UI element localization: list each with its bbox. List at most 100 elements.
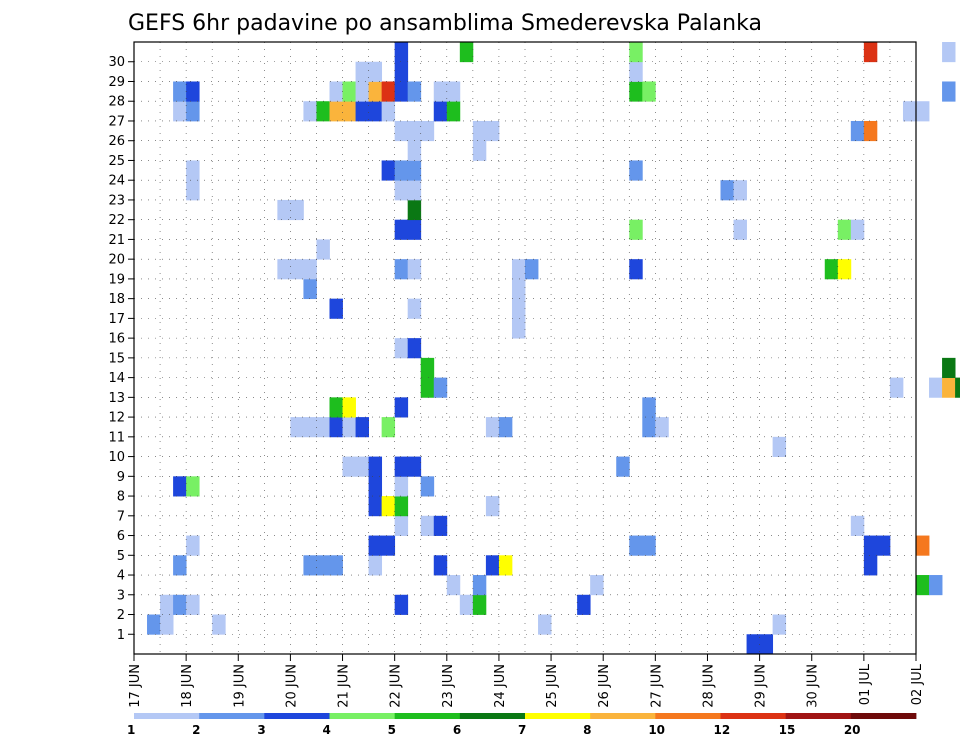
y-tick-label: 28	[108, 95, 125, 110]
heatmap-cell	[889, 377, 904, 398]
y-tick-label: 1	[117, 628, 125, 643]
heatmap-cell	[929, 377, 943, 398]
heatmap-cell	[186, 160, 200, 181]
heatmap-cell	[173, 81, 187, 102]
y-tick-label: 20	[108, 253, 125, 268]
heatmap-cell	[212, 614, 226, 635]
colorbar-segment	[785, 713, 852, 719]
heatmap-cell	[394, 81, 409, 102]
chart-title: GEFS 6hr padavine po ansamblima Smederev…	[128, 11, 762, 36]
heatmap-cell	[329, 81, 343, 102]
heatmap-cell	[407, 120, 422, 142]
heatmap-cell	[511, 278, 526, 300]
heatmap-cell	[186, 476, 200, 497]
x-tick-label: 19 JUN	[232, 664, 247, 708]
y-tick-label: 22	[108, 213, 125, 228]
heatmap-cell	[642, 397, 656, 418]
heatmap-cell	[173, 555, 187, 576]
heatmap-cell	[916, 535, 930, 556]
y-tick-label: 11	[108, 430, 125, 445]
heatmap-cell	[277, 259, 291, 280]
heatmap-cell	[342, 101, 356, 122]
heatmap-cell	[394, 496, 409, 517]
heatmap-cell	[394, 61, 409, 82]
heatmap-cell	[368, 61, 383, 82]
colorbar-segment	[329, 713, 396, 719]
y-tick-label: 9	[117, 470, 125, 485]
x-tick-label: 01 JUL	[858, 663, 873, 705]
heatmap-cell	[368, 496, 383, 517]
x-tick-label: 24 JUN	[493, 664, 508, 708]
colorbar-label: 2	[192, 723, 200, 737]
heatmap-cell	[433, 555, 448, 576]
heatmap-cell	[381, 81, 396, 102]
colorbar-legend: 1 2 3 4 5 6 7 8 10 12 15 20	[127, 713, 917, 737]
heatmap-cell	[290, 259, 304, 280]
heatmap-cell	[498, 417, 513, 438]
colorbar-label: 4	[323, 723, 331, 737]
y-tick-label: 17	[108, 312, 125, 327]
heatmap-cell	[863, 120, 878, 142]
heatmap-cell	[355, 417, 369, 438]
heatmap-cell	[629, 42, 643, 63]
colorbar-segment	[590, 713, 656, 719]
heatmap-cell	[498, 555, 513, 576]
heatmap-cell	[850, 515, 865, 536]
heatmap-cell	[316, 417, 330, 438]
heatmap-cell	[446, 575, 461, 596]
heatmap-cell	[837, 219, 852, 240]
heatmap-cell	[303, 278, 317, 300]
heatmap-cell	[160, 614, 174, 635]
x-tick-label: 23 JUN	[441, 664, 456, 708]
colorbar-segment	[525, 713, 591, 719]
heatmap-cell	[394, 397, 409, 418]
y-tick-label: 25	[108, 154, 125, 169]
heatmap-cell	[433, 101, 448, 122]
y-tick-label: 16	[108, 332, 125, 347]
heatmap-cell	[368, 555, 383, 576]
heatmap-cell	[381, 535, 396, 556]
heatmap-cell	[342, 81, 356, 102]
heatmap-cell	[186, 101, 200, 122]
heatmap-cell	[525, 259, 539, 280]
heatmap-cell	[629, 61, 643, 82]
heatmap-cell	[355, 456, 369, 477]
heatmap-cell	[942, 42, 956, 63]
heatmap-cell	[863, 535, 878, 556]
colorbar-segment	[459, 713, 526, 719]
heatmap-cell	[642, 81, 656, 102]
heatmap-cell	[394, 42, 409, 63]
y-tick-label: 12	[108, 411, 125, 426]
heatmap-cell	[329, 555, 343, 576]
y-tick-label: 30	[108, 55, 125, 70]
heatmap-cell	[394, 456, 409, 477]
grid-lines	[134, 42, 916, 654]
heatmap-cell	[772, 436, 787, 457]
heatmap-cell	[407, 456, 422, 477]
heatmap-cell	[916, 101, 930, 122]
x-axis: 17 JUN 18 JUN 19 JUN 20 JUN 21 JUN 22 JUN 23 J…	[128, 654, 925, 708]
heatmap-cell	[316, 101, 330, 122]
y-tick-label: 5	[117, 549, 125, 564]
heatmap-cell	[355, 61, 369, 82]
heatmap-cell	[407, 140, 422, 161]
heatmap-cell	[629, 160, 643, 181]
heatmap-cell	[446, 81, 461, 102]
heatmap-cell	[733, 219, 747, 240]
heatmap-cell	[459, 594, 474, 615]
heatmap-cell	[420, 357, 435, 379]
heatmap-cell	[407, 259, 422, 280]
colorbar-label: 10	[648, 723, 665, 737]
y-tick-label: 26	[108, 134, 125, 149]
heatmap-cell	[511, 318, 526, 339]
heatmap-cell	[303, 259, 317, 280]
heatmap-cell	[394, 259, 409, 280]
colorbar-label: 5	[388, 723, 396, 737]
heatmap-cell	[394, 160, 409, 181]
heatmap-cell	[916, 575, 930, 596]
heatmap-cell	[147, 614, 161, 635]
y-tick-label: 8	[117, 490, 125, 505]
heatmap-cell	[368, 81, 383, 102]
